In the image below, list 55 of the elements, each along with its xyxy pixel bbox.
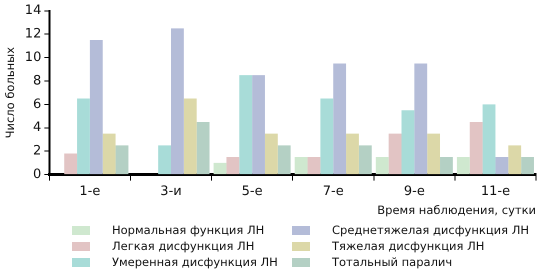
bar: [308, 157, 320, 174]
bar: [158, 145, 172, 174]
bar: [196, 122, 210, 174]
bar: [320, 98, 334, 174]
legend-label: Умеренная дисфункция ЛН: [112, 255, 278, 269]
y-axis-title: Число больных: [2, 46, 17, 138]
bar: [64, 154, 78, 174]
bar: [102, 134, 116, 174]
bar: [90, 40, 103, 174]
bar: [184, 98, 197, 174]
x-tick-label: 7-е: [322, 184, 344, 199]
y-tick-label: 6: [33, 96, 42, 112]
y-tick-label: 2: [33, 144, 42, 159]
bar: [239, 75, 252, 174]
bar: [521, 157, 534, 174]
x-tick-label: 1-е: [79, 184, 100, 199]
y-tick-label: 12: [24, 26, 42, 42]
bar: [171, 28, 184, 174]
bar: [278, 145, 291, 174]
x-tick-label: 5-е: [242, 184, 263, 199]
bar: [214, 162, 226, 174]
bar: [252, 75, 265, 174]
y-tick-label: 14: [24, 3, 42, 18]
bar: [358, 145, 372, 174]
x-tick-label: 3-и: [160, 184, 182, 199]
bar: [427, 134, 440, 174]
y-tick-label: 10: [24, 50, 42, 65]
bar: [401, 110, 414, 174]
bar: [264, 134, 278, 174]
bar: [414, 63, 428, 174]
bar: [388, 134, 402, 174]
bar: [333, 63, 346, 174]
bar: [456, 157, 470, 174]
y-tick-label: 8: [33, 73, 42, 88]
x-tick-label: 11-е: [480, 184, 510, 199]
x-axis-title: Время наблюдения, сутки: [377, 203, 536, 218]
legend-label: Легкая дисфункция ЛН: [112, 239, 254, 253]
y-tick-label: 4: [33, 120, 42, 136]
bar: [495, 157, 508, 174]
legend-label: Нормальная функция ЛН: [112, 223, 264, 237]
y-tick-label: 0: [33, 166, 42, 182]
bar: [226, 157, 240, 174]
bar: [376, 157, 389, 174]
x-tick-label: 9-е: [404, 184, 425, 199]
legend-label: Среднетяжелая дисфункция ЛН: [332, 223, 529, 237]
bar: [440, 157, 453, 174]
bar: [77, 98, 90, 174]
bar: [482, 104, 496, 174]
legend-label: Тяжелая дисфункция ЛН: [332, 239, 484, 253]
bar: [508, 145, 522, 174]
bar: [470, 122, 483, 174]
bar: [294, 157, 308, 174]
legend-label: Тотальный паралич: [332, 255, 452, 269]
bar: [346, 134, 359, 174]
bar: [116, 145, 128, 174]
